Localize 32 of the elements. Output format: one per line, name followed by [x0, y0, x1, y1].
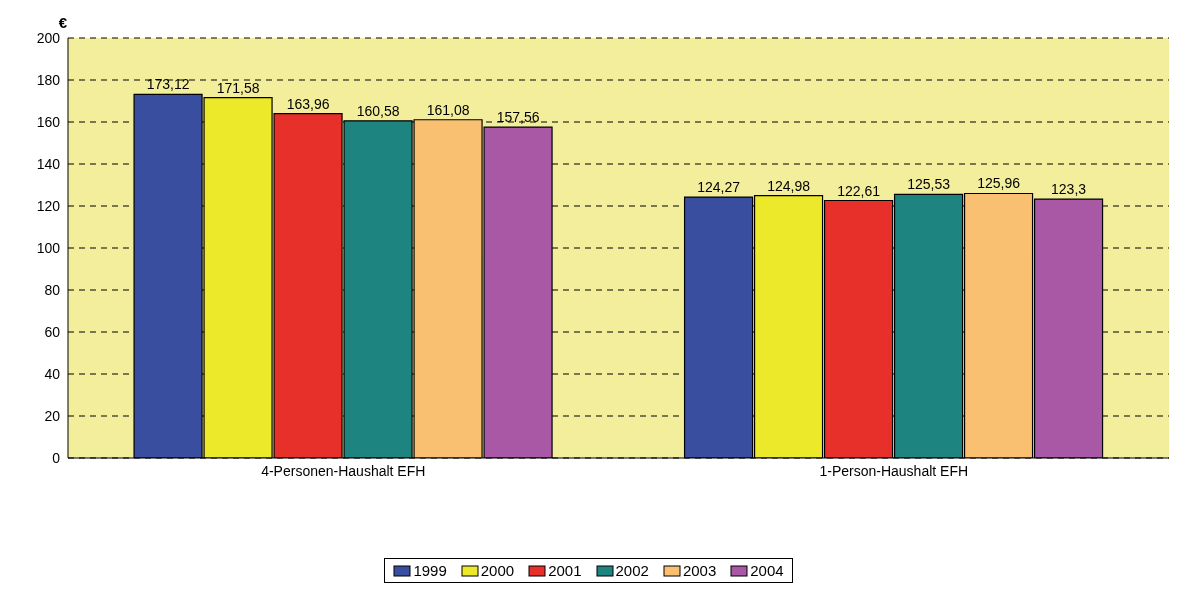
- y-tick-label: 100: [36, 239, 61, 256]
- data-label: 125,96: [977, 175, 1021, 192]
- legend-label: 2000: [479, 562, 515, 579]
- y-tick-label: 160: [36, 113, 61, 130]
- legend-label: 2001: [547, 562, 582, 579]
- y-tick-label: 120: [36, 197, 61, 214]
- data-label: 160,58: [356, 102, 400, 119]
- y-tick-label: 200: [36, 29, 61, 46]
- legend-label: 1999: [412, 562, 447, 579]
- y-tick-label: 60: [44, 323, 61, 340]
- x-tick-label: 4-Personen-Haushalt EFH: [261, 462, 426, 479]
- data-label: 125,53: [907, 176, 951, 193]
- y-tick-label: 80: [44, 281, 61, 298]
- y-tick-label: 20: [44, 407, 61, 424]
- legend-label: 2002: [614, 562, 649, 579]
- legend-label: 2004: [749, 562, 784, 579]
- data-label: 124,98: [767, 177, 811, 194]
- data-label: 171,58: [216, 79, 260, 96]
- y-tick-label: 0: [52, 449, 61, 466]
- y-tick-label: 140: [36, 155, 61, 172]
- data-label: 163,96: [286, 95, 330, 112]
- x-tick-label: 1-Person-Haushalt EFH: [819, 462, 969, 479]
- y-tick-label: 180: [36, 71, 61, 88]
- data-label: 122,61: [837, 182, 881, 199]
- legend-label: 2003: [681, 562, 717, 579]
- data-label: 161,08: [426, 101, 470, 118]
- y-tick-label: 40: [44, 365, 61, 382]
- data-label: 173,12: [146, 76, 190, 93]
- y-axis-title: €: [58, 14, 68, 31]
- data-label: 123,3: [1051, 181, 1087, 198]
- data-label: 124,27: [697, 179, 741, 196]
- data-label: 157,56: [496, 109, 540, 126]
